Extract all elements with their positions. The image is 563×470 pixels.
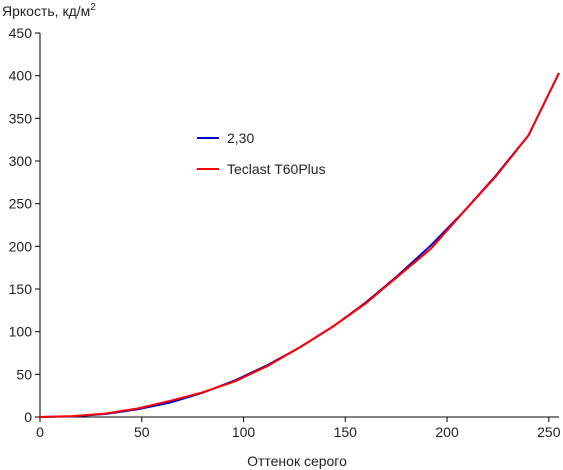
legend-label: Teclast T60Plus [227,161,326,177]
y-ticks: 0 50 100 150 200 250 300 350 400 450 [9,25,40,425]
x-axis-title: Оттенок серого [247,453,347,469]
series-line-gamma [39,72,560,418]
y-tick-label: 300 [9,153,33,169]
x-tick-label: 200 [435,424,459,440]
y-tick-label: 400 [9,68,33,84]
x-tick-label: 50 [134,424,150,440]
y-axis-title: Яркость, кд/м2 [2,2,96,19]
y-axis-title-superscript: 2 [90,2,96,13]
y-axis-title-text: Яркость, кд/м [2,3,90,19]
y-tick-label: 250 [9,196,33,212]
series-lines [39,72,560,418]
y-tick-label: 150 [9,281,33,297]
x-ticks: 0 50 100 150 200 250 [36,417,561,440]
x-tick-label: 0 [36,424,44,440]
legend: 2,30 Teclast T60Plus [197,130,326,177]
series-line-device [39,72,560,418]
legend-label: 2,30 [227,130,254,146]
axes [39,33,559,418]
y-tick-label: 50 [16,366,32,382]
x-tick-label: 250 [537,424,561,440]
y-tick-label: 200 [9,238,33,254]
x-tick-label: 150 [334,424,358,440]
y-tick-label: 100 [9,324,33,340]
y-tick-label: 450 [9,25,33,41]
y-tick-label: 0 [24,409,32,425]
y-tick-label: 350 [9,110,33,126]
x-tick-label: 100 [232,424,256,440]
